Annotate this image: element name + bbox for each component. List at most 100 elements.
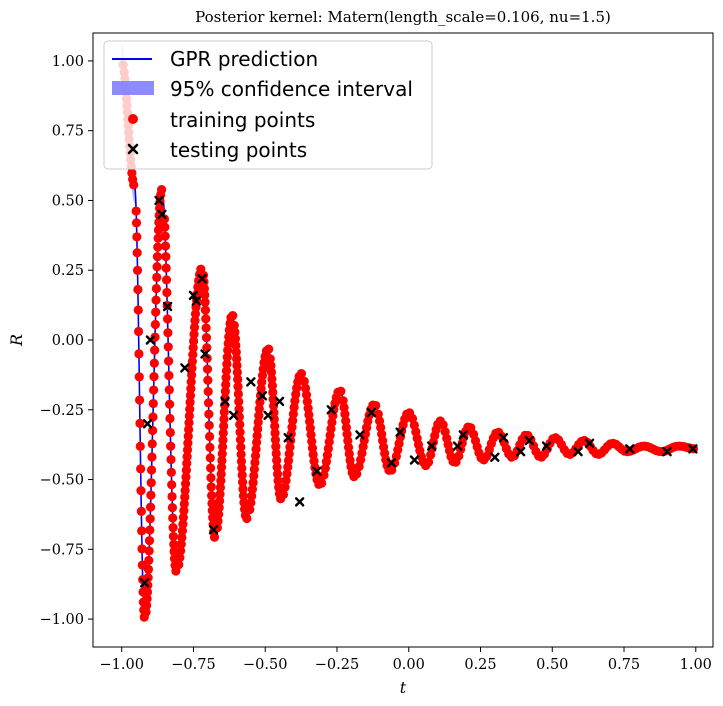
training-point [215, 489, 225, 499]
training-point [268, 387, 278, 397]
training-point [216, 469, 226, 479]
training-point [145, 514, 155, 524]
training-point [237, 463, 247, 473]
x-tick-label: −0.25 [315, 657, 359, 673]
training-point [184, 411, 194, 421]
training-point [136, 486, 146, 496]
training-point [220, 386, 230, 396]
training-point [161, 263, 171, 273]
training-point [152, 262, 162, 272]
training-point [219, 414, 229, 424]
training-point [209, 532, 220, 542]
training-point [234, 396, 244, 407]
y-tick-label: 0.50 [52, 193, 84, 209]
training-point [204, 409, 214, 419]
testing-point [208, 525, 219, 535]
x-tick-label: 1.00 [680, 657, 712, 673]
training-point [149, 385, 159, 395]
testing-point [162, 301, 173, 312]
training-point [280, 482, 290, 492]
training-point [216, 462, 227, 472]
training-point [151, 283, 161, 294]
training-point [266, 361, 276, 371]
training-point [229, 320, 239, 331]
training-point [342, 429, 352, 439]
testing-point [662, 446, 672, 457]
training-point [179, 499, 189, 509]
training-point [135, 418, 145, 428]
training-point [150, 345, 160, 355]
training-point [256, 384, 266, 394]
training-point [245, 505, 255, 515]
testing-point [294, 497, 305, 507]
training-point [176, 539, 186, 549]
training-point [184, 424, 194, 435]
testing-point [154, 195, 164, 206]
training-point [165, 413, 175, 424]
legend-training-label: training points [170, 108, 315, 132]
training-point [162, 287, 172, 298]
training-point [180, 485, 190, 496]
x-tick-label: 0.25 [464, 657, 496, 673]
training-point [133, 284, 143, 295]
training-point [132, 248, 142, 258]
training-point [165, 399, 175, 409]
y-axis-label: R [7, 334, 26, 347]
training-point [179, 506, 189, 516]
x-axis: −1.00 −0.75 −0.50 −0.25 0.00 0.25 0.50 0.75 1.00 [99, 647, 712, 673]
y-tick-label: −0.75 [40, 542, 84, 558]
training-point [301, 390, 312, 400]
training-point [232, 354, 242, 364]
training-point [181, 465, 191, 475]
training-point [160, 231, 170, 241]
training-point [184, 418, 194, 428]
training-point [228, 310, 238, 321]
testing-point [355, 430, 365, 440]
y-tick-label: 1.00 [52, 54, 84, 70]
training-point [153, 233, 163, 243]
training-point [305, 423, 315, 433]
training-point [180, 479, 191, 489]
training-point [201, 314, 211, 324]
training-point [217, 455, 227, 466]
y-tick-label: 0.00 [52, 333, 84, 349]
training-point [144, 536, 155, 546]
training-point [165, 427, 175, 438]
training-point [235, 419, 245, 430]
training-point [188, 343, 198, 353]
training-point [219, 421, 229, 431]
training-point [136, 506, 146, 516]
training-point [253, 417, 263, 427]
training-point [254, 410, 264, 421]
training-point [221, 366, 232, 376]
training-point [203, 398, 214, 408]
training-point [141, 607, 151, 617]
training-point [200, 290, 210, 300]
training-point [387, 465, 397, 475]
training-point [214, 502, 224, 513]
legend-band-label: 95% confidence interval [170, 77, 413, 101]
training-point [143, 564, 154, 574]
training-point [175, 553, 185, 563]
testing-point [366, 407, 377, 418]
training-point [178, 512, 189, 522]
training-point [204, 420, 214, 431]
training-point [217, 449, 227, 459]
training-point [147, 439, 157, 449]
training-point [160, 222, 170, 232]
testing-point [142, 419, 153, 429]
training-point [168, 523, 178, 533]
training-point [180, 492, 190, 502]
testing-point [326, 405, 336, 415]
training-point [230, 327, 240, 337]
training-point [242, 513, 252, 524]
training-point [147, 452, 157, 462]
training-point [303, 403, 313, 413]
training-point [265, 354, 275, 364]
training-point [317, 478, 327, 488]
x-tick-label: 0.75 [608, 657, 640, 673]
training-point [246, 498, 256, 508]
training-point [264, 344, 274, 354]
training-point [230, 334, 241, 344]
training-point [135, 441, 145, 451]
